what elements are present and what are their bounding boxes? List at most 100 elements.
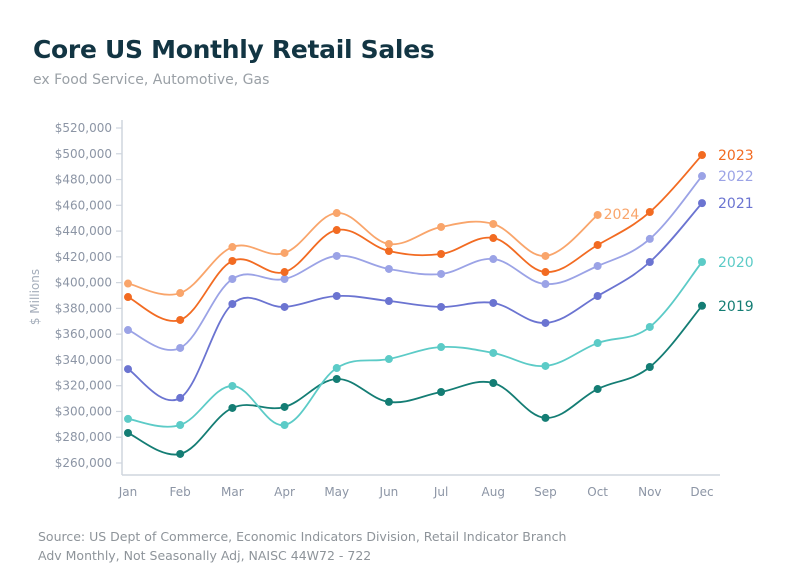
data-point-2022[interactable] <box>384 264 393 273</box>
data-point-2020[interactable] <box>489 348 498 357</box>
y-tick-label: $260,000 <box>55 456 112 470</box>
data-point-2019[interactable] <box>645 363 654 372</box>
data-point-2021[interactable] <box>645 258 654 266</box>
data-point-2024[interactable] <box>593 210 602 219</box>
data-point-2024[interactable] <box>228 243 237 252</box>
series-2019: 2019 <box>124 299 754 458</box>
data-point-2020[interactable] <box>228 381 237 390</box>
data-point-2023[interactable] <box>593 240 602 249</box>
data-point-2019[interactable] <box>176 449 185 458</box>
data-point-2023[interactable] <box>384 247 393 256</box>
data-point-2021[interactable] <box>593 292 602 301</box>
data-point-2022[interactable] <box>124 326 132 335</box>
data-point-2019[interactable] <box>541 413 550 422</box>
chart-subtitle: ex Food Service, Automotive, Gas <box>33 72 270 88</box>
data-point-2022[interactable] <box>437 269 446 278</box>
x-tick-label: Apr <box>274 485 295 499</box>
series-line-2021 <box>127 202 703 402</box>
data-point-2022[interactable] <box>645 234 654 243</box>
data-point-2022[interactable] <box>332 251 341 260</box>
data-point-2024[interactable] <box>176 289 185 298</box>
series-2023: 2023 <box>124 148 754 324</box>
x-tick-label: Jan <box>118 485 138 499</box>
data-point-2019[interactable] <box>332 374 341 383</box>
data-point-2022[interactable] <box>698 172 706 181</box>
data-point-2020[interactable] <box>437 343 446 352</box>
series-layer: 2019 2020 2021 2022 2023 2024 <box>124 148 754 458</box>
y-tick-label: $280,000 <box>55 430 112 444</box>
x-tick-label: Aug <box>482 485 505 499</box>
data-point-2024[interactable] <box>124 279 132 288</box>
series-label-2021: 2021 <box>718 196 754 212</box>
data-point-2019[interactable] <box>437 388 446 397</box>
data-point-2019[interactable] <box>384 397 393 406</box>
data-point-2022[interactable] <box>489 255 498 264</box>
series-label-2019: 2019 <box>718 299 754 315</box>
y-tick-label: $420,000 <box>55 250 112 264</box>
data-point-2024[interactable] <box>280 248 289 257</box>
data-point-2023[interactable] <box>280 268 289 277</box>
y-tick-label: $320,000 <box>55 379 112 393</box>
data-point-2022[interactable] <box>228 275 237 284</box>
data-point-2021[interactable] <box>698 199 706 208</box>
data-point-2020[interactable] <box>645 322 654 331</box>
x-tick-label: Jul <box>433 485 448 499</box>
data-point-2021[interactable] <box>280 302 289 311</box>
data-point-2024[interactable] <box>437 222 446 231</box>
data-point-2019[interactable] <box>593 385 602 394</box>
data-point-2023[interactable] <box>437 250 446 259</box>
y-tick-label: $400,000 <box>55 276 112 290</box>
data-point-2023[interactable] <box>124 293 132 302</box>
series-2024: 2024 <box>124 207 639 298</box>
data-point-2020[interactable] <box>541 361 550 370</box>
x-tick-label: Feb <box>170 485 191 499</box>
data-point-2024[interactable] <box>489 219 498 228</box>
data-point-2019[interactable] <box>228 403 237 412</box>
x-tick-label: Mar <box>221 485 244 499</box>
data-point-2021[interactable] <box>176 393 185 402</box>
data-point-2021[interactable] <box>384 297 393 306</box>
data-point-2021[interactable] <box>332 292 341 301</box>
data-point-2020[interactable] <box>124 414 132 423</box>
data-point-2023[interactable] <box>228 256 237 265</box>
data-point-2020[interactable] <box>384 355 393 364</box>
x-tick-label: Oct <box>587 485 608 499</box>
data-point-2022[interactable] <box>541 280 550 289</box>
data-point-2020[interactable] <box>698 258 706 266</box>
data-point-2024[interactable] <box>332 209 341 218</box>
data-point-2022[interactable] <box>176 343 185 352</box>
data-point-2019[interactable] <box>489 378 498 387</box>
data-point-2023[interactable] <box>645 208 654 217</box>
data-point-2021[interactable] <box>541 318 550 327</box>
x-tick-label: May <box>324 485 349 499</box>
y-axis-title: $ Millions <box>28 269 42 325</box>
x-tick-label: Dec <box>690 485 713 499</box>
data-point-2022[interactable] <box>593 261 602 270</box>
data-point-2023[interactable] <box>541 268 550 277</box>
data-point-2021[interactable] <box>124 365 132 374</box>
data-point-2019[interactable] <box>698 301 706 310</box>
data-point-2024[interactable] <box>384 239 393 248</box>
source-note: Source: US Dept of Commerce, Economic In… <box>38 529 567 544</box>
data-point-2024[interactable] <box>541 251 550 260</box>
data-point-2020[interactable] <box>176 420 185 429</box>
data-point-2020[interactable] <box>593 339 602 348</box>
data-point-2023[interactable] <box>332 226 341 235</box>
data-point-2021[interactable] <box>228 300 237 309</box>
y-tick-label: $340,000 <box>55 353 112 367</box>
data-point-2020[interactable] <box>280 420 289 429</box>
data-point-2020[interactable] <box>332 364 341 373</box>
data-point-2019[interactable] <box>280 402 289 411</box>
data-point-2022[interactable] <box>280 275 289 284</box>
methodology-note: Adv Monthly, Not Seasonally Adj, NAISC 4… <box>38 548 372 563</box>
data-point-2021[interactable] <box>489 298 498 307</box>
data-point-2023[interactable] <box>698 151 706 160</box>
x-tick-label: Nov <box>638 485 661 499</box>
y-tick-label: $460,000 <box>55 198 112 212</box>
data-point-2023[interactable] <box>176 315 185 324</box>
data-point-2021[interactable] <box>437 302 446 311</box>
data-point-2023[interactable] <box>489 234 498 243</box>
data-point-2019[interactable] <box>124 428 132 437</box>
chart-title: Core US Monthly Retail Sales <box>33 35 435 64</box>
